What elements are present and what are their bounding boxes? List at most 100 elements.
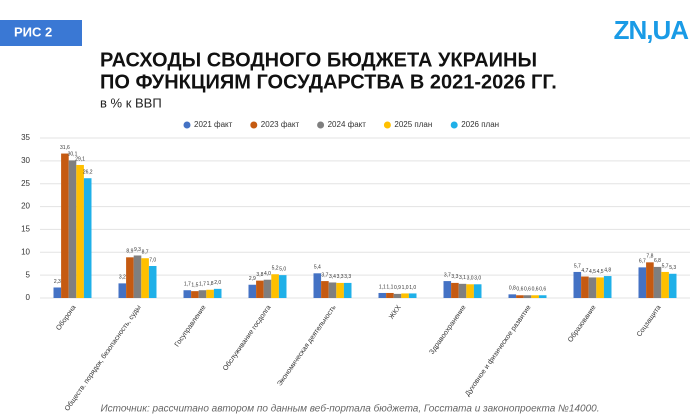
value-label: 7,8: [646, 254, 653, 260]
x-tick-label: Духовное и физическое развитие: [464, 304, 532, 398]
bar: [451, 282, 459, 298]
badge-bg: [0, 20, 82, 46]
bar: [313, 273, 322, 298]
value-label: 4,5: [589, 269, 596, 275]
bar: [408, 293, 417, 298]
bar: [443, 281, 452, 298]
bar: [118, 283, 127, 298]
bar: [206, 289, 214, 298]
bar: [523, 295, 532, 298]
value-label: 0,9: [394, 285, 401, 291]
legend-label: 2026 план: [461, 120, 499, 129]
value-label: 3,3: [451, 274, 458, 280]
legend-swatch: [183, 121, 191, 129]
value-label: 3,7: [321, 272, 328, 278]
x-tick-label: Здравоохранение: [429, 304, 468, 356]
bar: [538, 295, 547, 298]
value-label: 30,1: [68, 152, 78, 158]
bar: [256, 280, 264, 298]
value-label: 4,5: [597, 269, 604, 275]
value-label: 3,2: [119, 275, 126, 281]
bar: [321, 281, 329, 298]
x-tick-label: Образование: [566, 304, 598, 344]
bar: [508, 294, 517, 298]
chart-title: РАСХОДЫ СВОДНОГО БЮДЖЕТА УКРАИНЫ: [100, 49, 537, 71]
bar: [661, 271, 669, 298]
bar: [133, 255, 142, 298]
value-label: 1,7: [199, 282, 206, 288]
value-label: 1,1: [379, 284, 386, 290]
subtitle: в % к ВВП: [100, 95, 162, 110]
bar: [458, 283, 467, 298]
bar: [213, 288, 222, 298]
x-tick-label: ЖКХ: [388, 304, 403, 321]
x-tick-label: Оборона: [55, 304, 78, 332]
legend-swatch: [317, 121, 325, 129]
bar: [401, 293, 409, 298]
value-label: 1,0: [409, 285, 416, 291]
bar: [386, 292, 394, 298]
legend-swatch: [383, 121, 391, 129]
value-label: 4,7: [581, 268, 588, 274]
x-tick-label: Экономическая деятельность: [276, 304, 337, 388]
bar: [248, 284, 257, 298]
y-tick-label: 20: [21, 202, 30, 211]
bar: [466, 284, 474, 298]
value-label: 4,8: [604, 267, 611, 273]
x-tick-label: Госуправление: [174, 304, 208, 348]
value-label: 0,6: [532, 287, 539, 293]
bar: [141, 258, 149, 298]
bar: [61, 153, 69, 298]
bar: [343, 282, 352, 298]
bar: [581, 276, 589, 298]
source: Источник: рассчитано автором по данным в…: [101, 403, 600, 415]
value-label: 3,0: [467, 276, 474, 282]
legend-swatch: [450, 121, 458, 129]
bar: [393, 293, 402, 298]
value-label: 1,1: [386, 284, 393, 290]
bar: [271, 274, 279, 298]
value-label: 1,0: [402, 285, 409, 291]
bar: [531, 295, 539, 298]
bar: [668, 273, 677, 298]
value-label: 2,9: [249, 276, 256, 282]
bar: [646, 262, 654, 298]
bar: [76, 164, 84, 298]
bar: [473, 284, 482, 298]
y-tick-label: 35: [21, 133, 30, 142]
value-label: 5,2: [272, 266, 279, 272]
value-label: 1,8: [207, 281, 214, 287]
x-tick-label: Обслуживание госдолга: [221, 304, 273, 373]
value-label: 29,1: [75, 156, 85, 162]
legend-label: 2024 факт: [328, 120, 367, 129]
y-tick-label: 25: [21, 179, 30, 188]
bar: [336, 282, 344, 298]
value-label: 0,8: [509, 286, 516, 292]
x-tick-label: Соцзащита: [636, 304, 663, 338]
value-label: 7,0: [149, 257, 156, 263]
value-label: 5,0: [279, 266, 286, 272]
value-label: 1,5: [191, 282, 198, 288]
value-label: 5,7: [574, 263, 581, 269]
y-tick-label: 15: [21, 225, 30, 234]
bar: [603, 276, 612, 298]
bar: [588, 277, 597, 298]
bar: [148, 266, 157, 298]
bar: [183, 290, 192, 298]
bar: [638, 267, 647, 298]
legend-swatch: [250, 121, 258, 129]
value-label: 3,3: [337, 274, 344, 280]
value-label: 26,2: [83, 170, 93, 176]
bar: [68, 160, 77, 298]
chart-title: ПО ФУНКЦИЯМ ГОСУДАРСТВА В 2021-2026 ГГ.: [100, 71, 557, 93]
bar: [198, 290, 207, 298]
value-label: 1,7: [184, 282, 191, 288]
bar: [191, 291, 199, 298]
value-label: 0,6: [539, 287, 546, 293]
value-label: 5,3: [669, 265, 676, 271]
value-label: 3,8: [256, 272, 263, 278]
value-label: 31,6: [60, 145, 70, 151]
value-label: 9,3: [134, 247, 141, 253]
value-label: 2,3: [54, 279, 61, 285]
